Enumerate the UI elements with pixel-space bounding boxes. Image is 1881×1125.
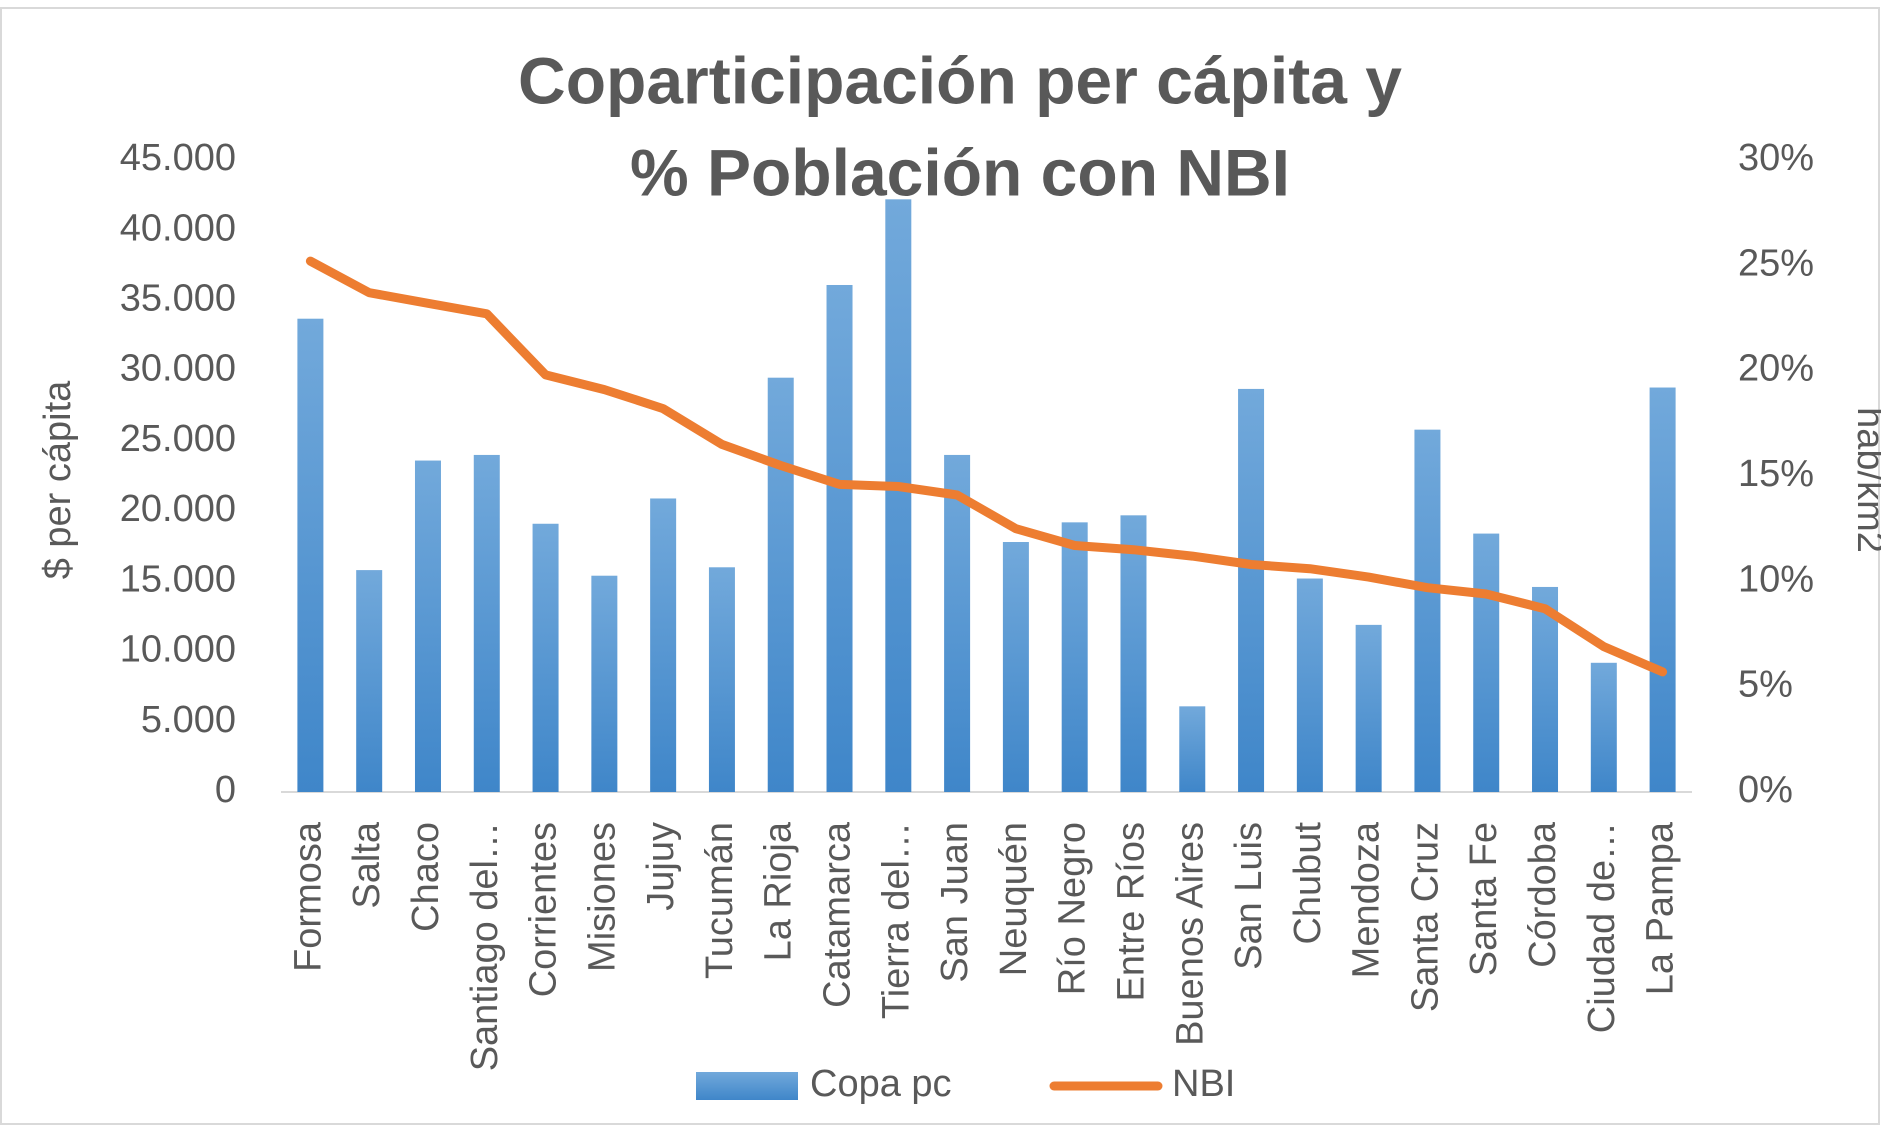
bar <box>885 199 912 792</box>
bar <box>1179 706 1206 792</box>
bar <box>1002 542 1029 792</box>
bar <box>1590 662 1617 792</box>
x-tick-label: Buenos Aires <box>1169 822 1211 1046</box>
x-tick-label: Río Negro <box>1052 822 1094 995</box>
y2-tick-label: 25% <box>1738 242 1814 284</box>
bar <box>826 284 853 792</box>
bar <box>650 498 677 792</box>
x-tick-label: La Pampa <box>1640 821 1682 995</box>
x-tick-label: Catamarca <box>817 821 859 1008</box>
x-tick-label: San Luis <box>1228 822 1270 970</box>
y2-tick-label: 5% <box>1738 664 1793 706</box>
x-tick-label: Corrientes <box>523 822 565 997</box>
bar <box>1532 586 1559 792</box>
bar <box>1649 387 1676 792</box>
y2-tick-label: 0% <box>1738 769 1793 811</box>
x-tick-label: Tucumán <box>699 822 741 979</box>
x-tick-label: Mendoza <box>1346 821 1388 978</box>
x-tick-label: Ciudad de… <box>1581 822 1623 1033</box>
legend-label: NBI <box>1172 1063 1235 1105</box>
y-tick-label: 10.000 <box>120 629 236 671</box>
bar <box>1414 429 1441 792</box>
bar <box>1355 624 1382 792</box>
y2-tick-label: 15% <box>1738 453 1814 495</box>
y-tick-label: 0 <box>215 769 236 811</box>
x-tick-label: San Juan <box>934 822 976 983</box>
x-tick-label: Misiones <box>581 822 623 972</box>
bar <box>532 523 559 792</box>
bar <box>414 460 441 792</box>
bar <box>473 454 500 792</box>
y-tick-label: 30.000 <box>120 348 236 390</box>
y2-tick-label: 30% <box>1738 137 1814 179</box>
chart-title: Coparticipación per cápita y <box>518 43 1402 117</box>
x-tick-label: Tierra del… <box>875 822 917 1019</box>
y-tick-label: 45.000 <box>120 137 236 179</box>
bar <box>1061 522 1088 792</box>
x-tick-label: Santiago del… <box>464 822 506 1071</box>
y-axis-label: $ per cápita <box>37 380 79 579</box>
bar <box>767 377 794 792</box>
x-tick-label: Entre Ríos <box>1111 822 1153 1002</box>
legend-label: Copa pc <box>810 1063 952 1105</box>
x-tick-label: La Rioja <box>758 821 800 961</box>
legend-swatch <box>696 1072 798 1100</box>
x-tick-label: Salta <box>346 821 388 908</box>
x-tick-label: Jujuy <box>640 822 682 911</box>
y2-tick-label: 20% <box>1738 348 1814 390</box>
bar <box>1296 578 1323 792</box>
x-tick-label: Neuquén <box>993 822 1035 976</box>
x-tick-label: Córdoba <box>1522 821 1564 968</box>
y2-axis-label: hab/km2 <box>1849 407 1881 553</box>
chart-title: % Población con NBI <box>630 135 1290 209</box>
y-tick-label: 35.000 <box>120 277 236 319</box>
bar <box>297 318 324 792</box>
plot-area <box>281 199 1692 793</box>
y-tick-label: 20.000 <box>120 488 236 530</box>
y-tick-label: 25.000 <box>120 418 236 460</box>
y2-tick-label: 10% <box>1738 558 1814 600</box>
bar <box>1473 533 1500 792</box>
y-tick-label: 15.000 <box>120 558 236 600</box>
x-tick-label: Formosa <box>287 821 329 972</box>
line <box>305 256 1668 677</box>
bar <box>708 567 735 792</box>
x-tick-label: Chubut <box>1287 822 1329 945</box>
y-tick-label: 5.000 <box>141 699 236 741</box>
bar <box>1120 515 1147 792</box>
bar <box>591 575 618 792</box>
y-tick-label: 40.000 <box>120 207 236 249</box>
bar <box>356 570 383 792</box>
x-tick-label: Chaco <box>405 822 447 932</box>
x-tick-label: Santa Fe <box>1463 822 1505 976</box>
x-tick-label: Santa Cruz <box>1404 822 1446 1012</box>
bar <box>944 454 971 792</box>
bar <box>1238 388 1265 792</box>
